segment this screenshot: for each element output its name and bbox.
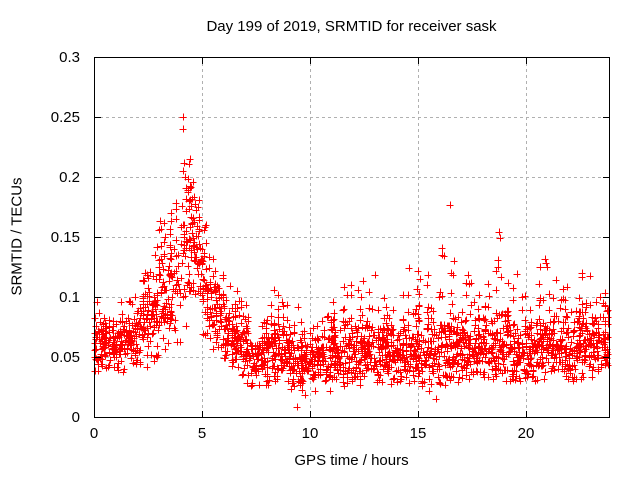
y-tick-label: 0.05 — [50, 349, 80, 366]
x-tick-label: 10 — [301, 425, 319, 442]
y-tick-label: 0.1 — [59, 289, 80, 306]
scatter-points — [91, 113, 612, 411]
x-tick-label: 5 — [197, 425, 207, 442]
x-tick-label: 0 — [89, 425, 99, 442]
y-tick-label: 0 — [71, 409, 80, 426]
axis-ticks — [94, 57, 609, 418]
y-tick-label: 0.15 — [50, 229, 80, 246]
x-tick-label: 15 — [409, 425, 427, 442]
y-tick-label: 0.25 — [50, 109, 80, 126]
x-axis-title: GPS time / hours — [294, 452, 409, 469]
plot-border — [94, 57, 610, 418]
chart-title: Day 199 of 2019, SRMTID for receiver sas… — [206, 18, 497, 35]
x-tick-label: 20 — [517, 425, 535, 442]
y-tick-label: 0.3 — [59, 49, 80, 66]
gridlines — [94, 57, 609, 417]
y-tick-label: 0.2 — [59, 169, 80, 186]
